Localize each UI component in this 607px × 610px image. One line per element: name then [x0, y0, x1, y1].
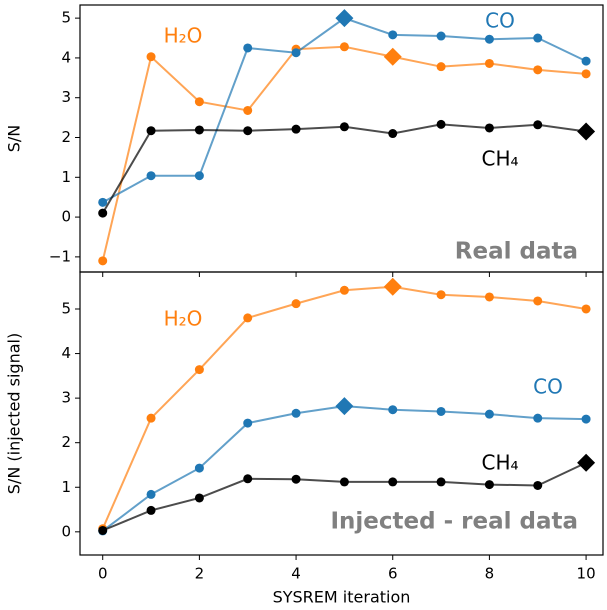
point [436, 406, 446, 416]
point [146, 126, 156, 136]
point [339, 122, 349, 132]
highlight-marker [335, 9, 354, 28]
point [581, 56, 591, 66]
y-tick-label: 4 [61, 344, 71, 362]
point [291, 299, 301, 309]
point [146, 52, 156, 62]
point [243, 474, 253, 484]
point [243, 418, 253, 428]
series-label: CH₄ [481, 451, 518, 475]
point [581, 304, 591, 314]
point [484, 34, 494, 44]
highlight-marker [383, 47, 402, 66]
y-tick-label: 4 [61, 48, 71, 66]
point [533, 480, 543, 490]
point [436, 31, 446, 41]
point [484, 292, 494, 302]
x-tick-label: 8 [485, 565, 495, 583]
y-tick-label: 0 [61, 208, 71, 226]
y-tick-label: 2 [61, 128, 71, 146]
point [243, 43, 253, 53]
point [533, 296, 543, 306]
y-tick-label: 5 [61, 299, 71, 317]
x-tick-label: 4 [291, 565, 301, 583]
point [243, 105, 253, 115]
y-tick-label: 0 [61, 522, 71, 540]
highlight-marker [383, 277, 402, 296]
point [291, 474, 301, 484]
point [98, 208, 108, 218]
y-tick-label: 3 [61, 88, 71, 106]
plot-frame [79, 271, 604, 556]
x-tick-label: 2 [195, 565, 205, 583]
point [194, 365, 204, 375]
point [436, 62, 446, 72]
point [533, 120, 543, 130]
point [339, 285, 349, 295]
point [194, 97, 204, 107]
point [98, 525, 108, 535]
x-tick-label: 0 [98, 565, 108, 583]
x-tick-label: 6 [388, 565, 398, 583]
y-axis-label: S/N (injected signal) [5, 333, 24, 494]
highlight-marker [577, 453, 596, 472]
point [388, 129, 398, 139]
point [339, 42, 349, 52]
point [388, 477, 398, 487]
point [194, 125, 204, 135]
point [484, 123, 494, 133]
point [146, 413, 156, 423]
series-label: H₂O [164, 24, 203, 48]
point [533, 413, 543, 423]
point [194, 171, 204, 181]
point [98, 256, 108, 266]
point [98, 197, 108, 207]
point [388, 30, 398, 40]
y-tick-label: 1 [61, 478, 71, 496]
y-tick-label: −1 [49, 247, 71, 265]
point [436, 477, 446, 487]
point [484, 409, 494, 419]
series-label: CO [533, 375, 563, 399]
point [339, 477, 349, 487]
point [194, 463, 204, 473]
point [533, 65, 543, 75]
series-label: CH₄ [481, 147, 518, 171]
y-tick-label: 3 [61, 389, 71, 407]
point [581, 69, 591, 79]
annotation: Real data [455, 239, 578, 265]
point [484, 58, 494, 68]
point [243, 126, 253, 136]
point [146, 505, 156, 515]
y-tick-label: 2 [61, 433, 71, 451]
point [291, 124, 301, 134]
series-label: H₂O [164, 307, 203, 331]
y-axis-label: S/N [5, 125, 24, 153]
y-tick-label: 1 [61, 168, 71, 186]
point [146, 489, 156, 499]
point [436, 119, 446, 129]
highlight-marker [335, 397, 354, 416]
point [388, 405, 398, 415]
point [291, 408, 301, 418]
series-label: CO [485, 9, 515, 33]
point [194, 493, 204, 503]
y-tick-label: 5 [61, 9, 71, 27]
point [436, 290, 446, 300]
point [581, 414, 591, 424]
point [243, 313, 253, 323]
point [291, 48, 301, 58]
point [484, 480, 494, 490]
x-tick-label: 10 [577, 565, 596, 583]
highlight-marker [577, 122, 596, 141]
x-axis-label: SYSREM iteration [273, 588, 411, 607]
point [533, 33, 543, 43]
point [146, 171, 156, 181]
annotation: Injected - real data [330, 509, 578, 535]
